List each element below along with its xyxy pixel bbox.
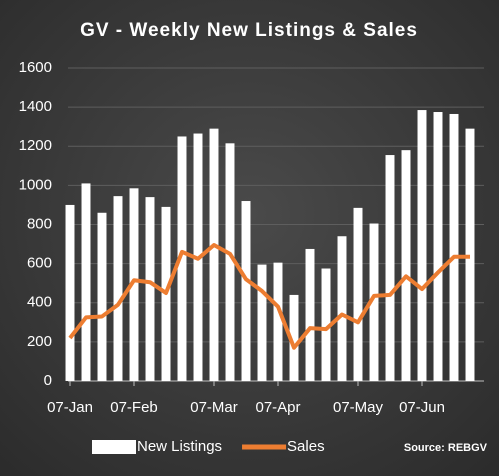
bar <box>97 212 107 381</box>
source-note: Source: REBGV <box>404 442 488 454</box>
bar <box>369 223 379 381</box>
x-tick-label: 07-Apr <box>255 399 300 416</box>
bar <box>449 113 459 382</box>
bar <box>241 201 251 381</box>
y-tick-label: 600 <box>27 255 52 272</box>
legend-label: New Listings <box>137 438 222 455</box>
line <box>68 243 470 350</box>
bar <box>65 204 75 381</box>
bar <box>129 188 139 381</box>
x-tick-label: 07-Mar <box>190 399 238 416</box>
y-tick-label: 400 <box>27 294 52 311</box>
bar <box>337 236 347 381</box>
legend-label: Sales <box>287 438 325 455</box>
bar <box>305 248 315 381</box>
legend-swatch <box>92 440 136 454</box>
bar <box>385 155 395 381</box>
bar <box>433 112 443 381</box>
bar <box>145 197 155 381</box>
bar <box>81 183 91 381</box>
bar <box>321 268 331 381</box>
bar <box>417 110 427 381</box>
x-tick-label: 07-Jun <box>399 399 445 416</box>
x-tick-label: 07-May <box>333 399 384 416</box>
bar <box>113 196 123 381</box>
y-tick-label: 800 <box>27 215 52 232</box>
bar <box>401 150 411 381</box>
bar <box>273 262 283 381</box>
bar <box>257 264 267 381</box>
y-tick-label: 1000 <box>19 176 52 193</box>
bar <box>353 207 363 381</box>
y-tick-label: 1600 <box>19 59 52 76</box>
y-tick-label: 1400 <box>19 98 52 115</box>
y-tick-label: 1200 <box>19 137 52 154</box>
x-tick-label: 07-Feb <box>110 399 158 416</box>
bar <box>177 136 187 381</box>
bar <box>289 294 299 381</box>
bar <box>209 128 219 381</box>
bar <box>225 143 235 381</box>
chart-title: GV - Weekly New Listings & Sales <box>80 20 418 41</box>
y-tick-label: 0 <box>44 372 52 389</box>
y-tick-label: 200 <box>27 333 52 350</box>
x-tick-label: 07-Jan <box>47 399 93 416</box>
